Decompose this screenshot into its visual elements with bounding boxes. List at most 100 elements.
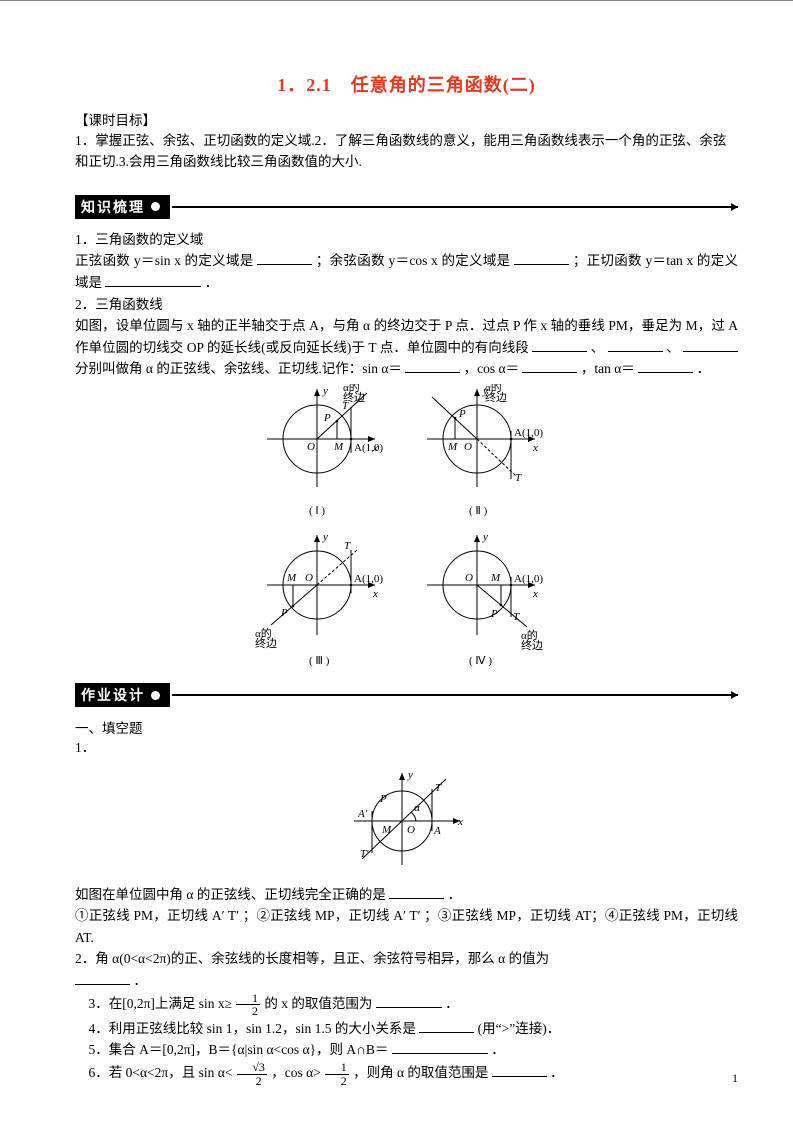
svg-text:T: T (344, 540, 351, 552)
band-dot-icon (151, 691, 160, 700)
k-p4c: 分别叫做角 α 的正弦线、余弦线、正切线.记作：sin α＝ (75, 361, 402, 376)
frac-den: 2 (237, 1075, 267, 1088)
blank (638, 360, 693, 374)
q2: 2．角 α(0<α<2π)的正、余弦线的长度相等，且正、余弦符号相异，那么 α … (75, 948, 738, 991)
objectives-text: 1．掌握正弦、余弦、正切函数的定义域.2．了解三角函数线的意义，能用三角函数线表… (75, 131, 738, 173)
q3: 3．在[0,2π]上满足 sin x≥ 1 2 的 x 的取值范围为 ． (75, 992, 738, 1018)
frac-den: 2 (236, 1005, 260, 1018)
blank (419, 1019, 474, 1033)
q6: 6．若 0<α<2π，且 sin α< √3 2 ，cos α> 1 2 ，则角… (75, 1061, 738, 1087)
q6-b: ，cos α> (271, 1065, 321, 1080)
q4-b: (用“>”连接)． (478, 1021, 561, 1036)
svg-text:A: A (433, 825, 441, 837)
blank (522, 360, 577, 374)
section-homework-label: 作业设计 (75, 683, 170, 707)
svg-text:α: α (414, 802, 420, 814)
k-p2b: ；余弦函数 y＝cos x 的定义域是 (316, 253, 511, 268)
q4: 4．利用正弦线比较 sin 1，sin 1.2，sin 1.5 的大小关系是 (… (75, 1018, 738, 1040)
svg-text:P: P (490, 608, 498, 620)
page-number: 1 (732, 1071, 738, 1086)
frac-num: 1 (236, 992, 260, 1006)
q6-d: ． (550, 1065, 564, 1080)
blank (75, 971, 130, 985)
band-dot-icon (151, 202, 160, 211)
q1-a: 如图在单位圆中角 α 的正弦线、正切线完全正确的是 (75, 887, 386, 902)
svg-text:A(1,0): A(1,0) (354, 442, 383, 454)
svg-text:x: x (532, 588, 538, 600)
q4-a: 4．利用正弦线比较 sin 1，sin 1.2，sin 1.5 的大小关系是 (89, 1021, 416, 1036)
figures-row-2: α的 终边 P M A(1,0) T O x y ( Ⅲ ) (75, 530, 738, 675)
svg-text:O: O (407, 824, 415, 836)
svg-text:P: P (280, 607, 288, 619)
k-p2d: ． (205, 275, 219, 290)
unit-circle-diagram-1-2: α的 终边 P M A(1,0) T O x y ( (247, 384, 567, 519)
q1-text: 如图在单位圆中角 α 的正弦线、正切线完全正确的是 ． ①正弦线 PM，正切线 … (75, 884, 738, 949)
q5: 5．集合 A＝[0,2π]，B＝{α|sin α<cos α}，则 A∩B＝ ． (75, 1039, 738, 1061)
k-p4f: ． (697, 361, 711, 376)
svg-text:y: y (407, 769, 413, 781)
band-arrow-icon (172, 694, 738, 696)
svg-text:M: M (490, 572, 501, 584)
q1-figure: α P M A A′ T T′ O x y (75, 763, 738, 878)
hw-heading: 一、填空题 (75, 717, 738, 737)
q3-c: ． (445, 996, 459, 1011)
page: 1．2.1 任意角的三角函数(二) 【课时目标】 1．掌握正弦、余弦、正切函数的… (0, 0, 793, 1122)
band-arrow-icon (172, 206, 738, 208)
q1-b: ． (448, 887, 462, 902)
blank (608, 338, 663, 352)
svg-text:终边: 终边 (255, 636, 277, 650)
section-knowledge-band: 知识梳理 (75, 195, 738, 219)
svg-text:M: M (381, 824, 392, 836)
k-p1: 1．三角函数的定义域 (75, 229, 738, 251)
svg-text:终边: 终边 (485, 390, 507, 404)
svg-text:O: O (307, 441, 315, 453)
q6-frac2: 1 2 (325, 1061, 349, 1087)
blank (376, 994, 442, 1008)
svg-text:y: y (482, 531, 488, 543)
roman-4: ( Ⅳ ) (469, 655, 492, 667)
section-homework-text: 作业设计 (81, 685, 145, 705)
svg-text:M: M (333, 441, 344, 453)
k-p4b: 、 (666, 340, 680, 355)
svg-text:T: T (513, 611, 520, 623)
frac-num: √3 (237, 1061, 267, 1075)
unit-circle-diagram-3-4: α的 终边 P M A(1,0) T O x y ( Ⅲ ) (247, 530, 567, 670)
svg-text:A(1,0): A(1,0) (514, 573, 543, 585)
k-p4: 如图，设单位圆与 x 轴的正半轴交于点 A，与角 α 的终边交于 P 点．过点 … (75, 315, 738, 380)
svg-text:P: P (323, 412, 331, 424)
svg-text:A(1,0): A(1,0) (514, 427, 543, 439)
roman-2: ( Ⅱ ) (469, 505, 488, 517)
q6-frac1: √3 2 (237, 1061, 267, 1087)
q1: 1． (75, 737, 738, 759)
svg-text:终边: 终边 (521, 638, 543, 652)
svg-text:M: M (447, 441, 458, 453)
blank (105, 273, 201, 287)
svg-text:x: x (457, 816, 463, 828)
svg-text:x: x (532, 442, 538, 454)
k-p4a: 、 (591, 340, 605, 355)
section-knowledge-label: 知识梳理 (75, 195, 170, 219)
k-p3: 2．三角函数线 (75, 294, 738, 316)
svg-text:A(1,0): A(1,0) (354, 573, 383, 585)
blank (392, 1041, 488, 1055)
svg-text:A′: A′ (357, 808, 368, 820)
figures-row-1: α的 终边 P M A(1,0) T O x y ( (75, 384, 738, 524)
blank (532, 338, 587, 352)
q2-b: ． (133, 973, 147, 988)
knowledge-block: 1．三角函数的定义域 正弦函数 y＝sin x 的定义域是 ；余弦函数 y＝co… (75, 229, 738, 380)
svg-text:x: x (372, 588, 378, 600)
blank (389, 885, 444, 899)
k-p2: 正弦函数 y＝sin x 的定义域是 ；余弦函数 y＝cos x 的定义域是 ；… (75, 250, 738, 293)
svg-text:y: y (322, 531, 328, 543)
q6-a: 6．若 0<α<2π，且 sin α< (89, 1065, 233, 1080)
k-p4e: ，tan α＝ (581, 361, 635, 376)
q5-a: 5．集合 A＝[0,2π]，B＝{α|sin α<cos α}，则 A∩B＝ (89, 1042, 389, 1057)
objectives-heading: 【课时目标】 (75, 109, 738, 129)
svg-text:P: P (458, 408, 466, 420)
svg-text:T′: T′ (360, 848, 369, 860)
blank (514, 252, 569, 266)
frac-den: 2 (325, 1075, 349, 1088)
svg-text:O: O (464, 441, 472, 453)
roman-3: ( Ⅲ ) (309, 655, 330, 667)
svg-text:M: M (286, 572, 297, 584)
